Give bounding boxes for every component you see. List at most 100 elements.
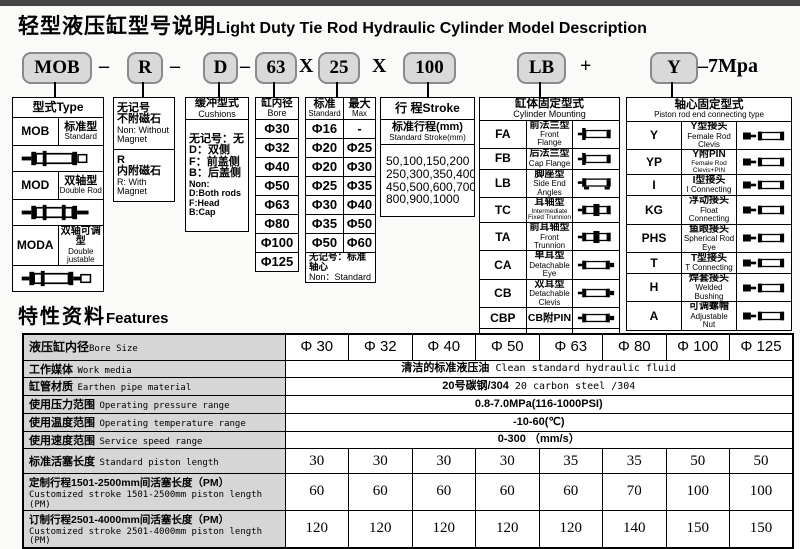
stem-type [54,82,56,97]
custom-2501-4000-value: 120 [284,510,349,549]
code-dash-1: – [99,54,109,77]
code-bore-label: 63 [266,57,286,78]
custom-1501-2500-value: 70 [602,473,667,512]
code-magnet-label: R [138,57,152,78]
code-stroke-label: 100 [415,57,444,78]
mounting-table: 缸体固定型式 Cylinder Mounting FA 前法兰型 Front Fl… [479,97,620,351]
code-dash-3: – [240,54,250,77]
feature-label-custom-1501-2500: 定制行程1501-2500mm间活塞长度（PM） Customized stro… [22,473,286,512]
rod-std: Φ20 [305,138,344,158]
stroke-header: 行 程Stroke [380,97,475,120]
page-title-en: Light Duty Tie Rod Hydraulic Cylinder Mo… [216,20,647,37]
stem-cushion [218,82,220,97]
rodend-header: 轴心固定型式 Piston rod end connecting type [626,97,792,122]
stroke-table: 行 程Stroke 标准行程(mm) Standard Stroke(mm) 5… [380,97,475,217]
front-trunnion-cylinder-icon [572,222,620,252]
custom-1501-2500-value: 60 [348,473,413,512]
rod-std: Φ35 [305,214,344,234]
bore-size-value: Φ 40 [411,333,476,361]
feature-label-speed-range: 使用速度范围 Service speed range [22,430,286,450]
bore-header: 缸内径 Bore [255,97,299,120]
bore-size-value: Φ 50 [475,333,540,361]
mounting-code: CA [479,250,527,280]
phs-spherical-eye-icon [736,223,792,253]
double-rod-cylinder-drawing [12,199,104,226]
custom-1501-2500-value: 100 [665,473,730,512]
rod-std: Φ50 [305,233,344,253]
cap-flange-cylinder-icon [572,147,620,170]
bore-value: Φ30 [255,119,299,139]
bore-size-value: Φ 100 [665,333,730,361]
mounting-desc: CB附PIN [525,307,574,330]
bore-size-value: Φ 80 [602,333,667,361]
rod-footer: 无记号：标准轴心 Non：Standard [305,251,376,284]
rod-max: Φ30 [343,157,376,177]
bore-table: 缸内径 Bore Φ30 Φ32 Φ40 Φ50 Φ63 Φ80 Φ100 Φ1… [255,97,299,272]
detachable-clevis-cylinder-icon [572,278,620,309]
custom-1501-2500-value: 60 [411,473,476,512]
mounting-header: 缸体固定型式 Cylinder Mounting [479,97,620,121]
pipe-material-value: 20号碳钢/304 20 carbon steel /304 [284,377,794,397]
mounting-code: FA [479,119,527,149]
rodend-code: YP [626,149,682,176]
rod-max: Φ60 [343,233,376,253]
custom-1501-2500-value: 100 [729,473,794,512]
code-box-stroke: 100 [403,52,456,84]
bore-value: Φ32 [255,138,299,158]
h-welded-bushing-icon [736,272,792,303]
rod-max: - [343,119,376,139]
mounting-desc: 前耳轴型 Front Trunnion [525,222,574,252]
feature-label-pipe-material: 缸管材质 Earthen pipe material [22,377,286,397]
cb-pin-cylinder-icon [572,307,620,330]
rod-max-header: 最大 Max [343,97,376,120]
code-pressure-label: –7Mpa [698,54,758,77]
mounting-code: TA [479,222,527,252]
bore-value: Φ50 [255,176,299,196]
cushions-header: 缓冲型式 Cushions [185,97,249,120]
rodend-code: H [626,272,682,303]
temperature-range-value: -10-60(℃) [284,412,794,432]
i-connector-icon [736,174,792,197]
rodend-desc: 焊套接头 Welded Bushing [681,272,737,303]
custom-2501-4000-value: 120 [411,510,476,549]
rodend-code: PHS [626,223,682,253]
bore-value: Φ63 [255,195,299,215]
custom-2501-4000-value: 120 [475,510,540,549]
bore-value: Φ80 [255,214,299,234]
kg-float-connector-icon [736,195,792,225]
rodend-desc: 浮动接头 Float Connecting [681,195,737,225]
magnet-table: 无记号 不附磁石 Non: Without Magnet R 内附磁石 R: W… [113,97,175,202]
mounting-code: TC [479,197,527,224]
a-adjustable-nut-icon [736,301,792,331]
features-table: 液压缸内径Bore Size Φ 30 Φ 32 Φ 40 Φ 50 Φ 63 … [22,333,794,549]
custom-2501-4000-value: 150 [729,510,794,549]
yp-clevis-pin-icon [736,149,792,176]
code-rod-label: 25 [329,57,349,78]
stem-mounting [539,82,541,97]
page-title-zh: 轻型液压缸型号说明 [18,14,216,38]
custom-1501-2500-value: 60 [475,473,540,512]
standard-piston-value: 30 [411,448,476,475]
rodend-desc: 鱼眼接头 Spherical Rod Eye [681,223,737,253]
code-mounting-label: LB [528,57,555,78]
feature-label-bore-size: 液压缸内径Bore Size [22,333,286,361]
speed-range-value: 0-300 （mm/s） [284,430,794,450]
feature-label-temperature-range: 使用温度范围 Operating temperature range [22,412,286,432]
rodend-desc: I型接头 I Connecting [681,174,737,197]
rod-std: Φ30 [305,195,344,215]
stroke-values: 50,100,150,200 250,300,350,400 450,500,6… [380,144,475,217]
front-flange-cylinder-icon [572,119,620,149]
code-cushion-label: D [213,57,228,78]
type-desc-moda: 双轴可调型 Double justable [57,225,104,266]
code-plus: + [580,54,592,77]
rodend-code: I [626,174,682,197]
code-type-label: MOB [34,57,80,78]
rod-diameter-table: 标准 Standard 最大 Max Φ16- Φ20 Φ25 Φ20 Φ30 Φ25 Φ… [305,97,376,284]
work-media-value: 清洁的标准液压油 Clean standard hydraulic fluid [284,359,794,379]
feature-label-standard-piston: 标准活塞长度 Standard piston length [22,448,286,475]
mounting-code: CBP [479,307,527,330]
standard-piston-value: 35 [602,448,667,475]
feature-label-work-media: 工作媒体 Work media [22,359,286,379]
mounting-code: CB [479,278,527,309]
